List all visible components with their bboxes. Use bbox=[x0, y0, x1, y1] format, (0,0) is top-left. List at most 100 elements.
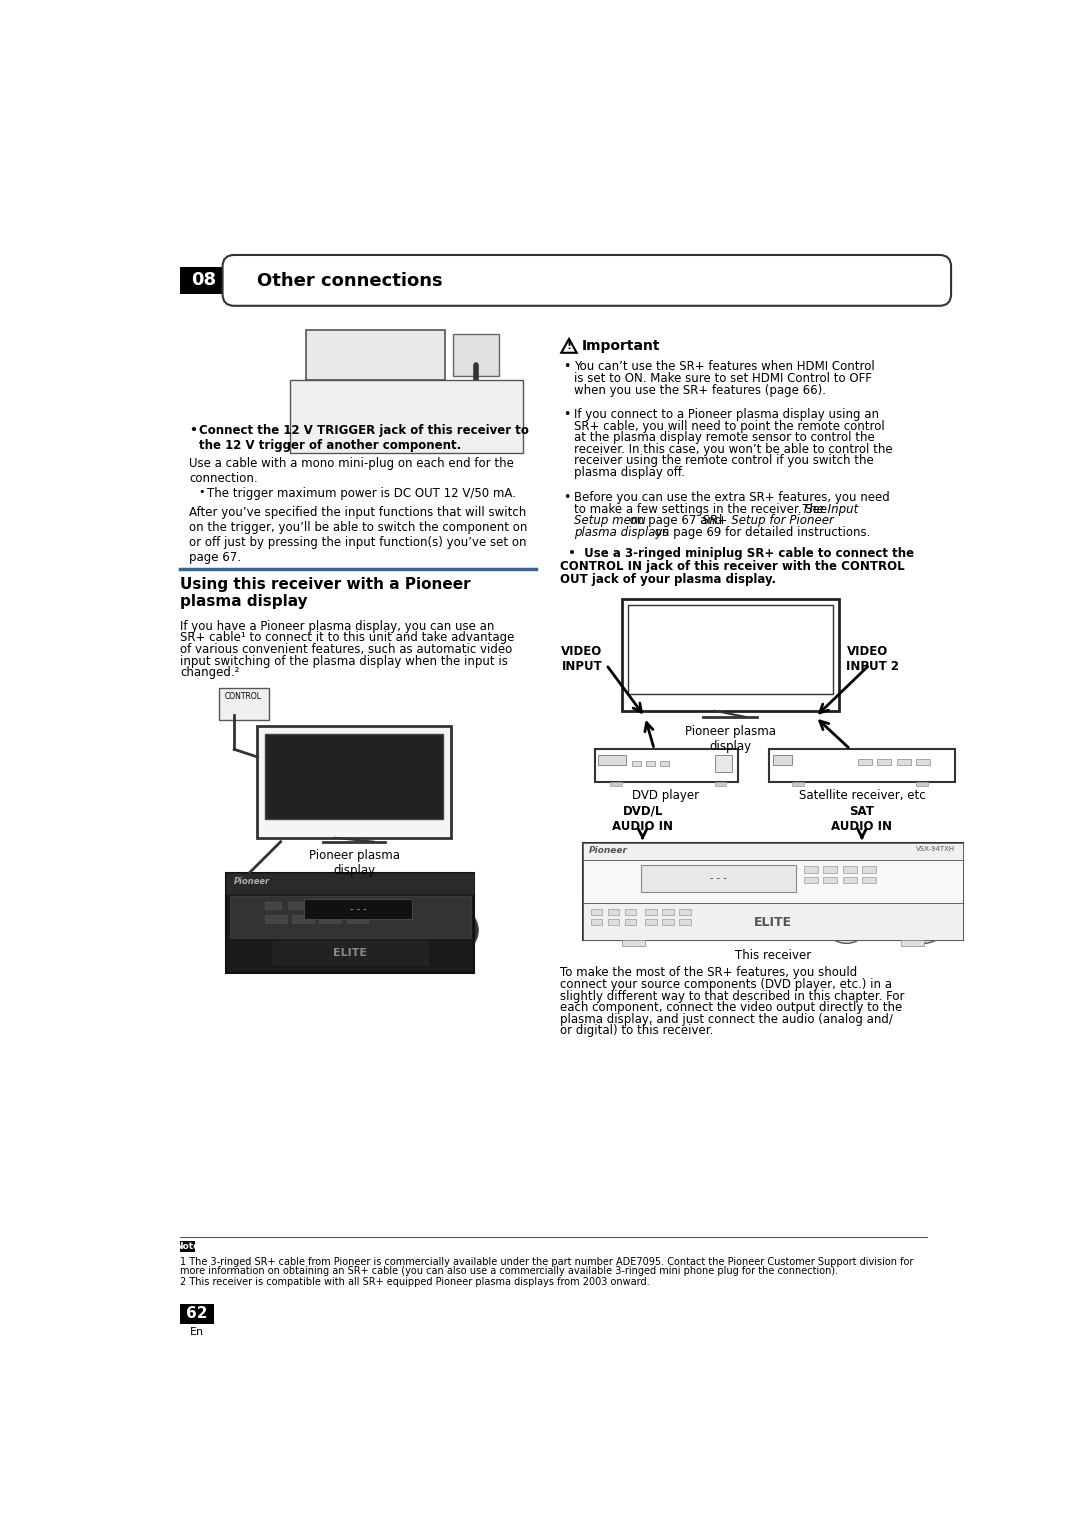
Circle shape bbox=[325, 411, 333, 419]
Bar bbox=[266, 733, 444, 819]
Text: SR+ cable, you will need to point the remote control: SR+ cable, you will need to point the re… bbox=[573, 420, 885, 432]
Bar bbox=[804, 866, 818, 872]
Circle shape bbox=[374, 406, 389, 422]
Text: The trigger maximum power is DC OUT 12 V/50 mA.: The trigger maximum power is DC OUT 12 V… bbox=[207, 487, 516, 500]
Bar bbox=[622, 940, 645, 946]
Circle shape bbox=[351, 432, 359, 440]
Bar bbox=[180, 1241, 195, 1251]
Text: Note: Note bbox=[176, 1242, 200, 1251]
Circle shape bbox=[378, 348, 392, 362]
Circle shape bbox=[360, 338, 366, 344]
Bar bbox=[230, 895, 471, 938]
Text: VSX-94TXH: VSX-94TXH bbox=[916, 847, 956, 853]
Circle shape bbox=[321, 428, 337, 443]
Circle shape bbox=[298, 411, 307, 419]
Bar bbox=[610, 782, 622, 785]
Text: •: • bbox=[564, 361, 571, 373]
Bar bbox=[859, 758, 872, 764]
Circle shape bbox=[593, 865, 627, 898]
Bar bbox=[662, 909, 674, 915]
Text: when you use the SR+ features (page 66).: when you use the SR+ features (page 66). bbox=[573, 384, 825, 397]
Circle shape bbox=[321, 385, 337, 400]
Bar bbox=[823, 866, 837, 872]
Bar bbox=[595, 749, 738, 782]
Circle shape bbox=[312, 348, 326, 362]
Circle shape bbox=[924, 876, 939, 889]
Circle shape bbox=[453, 385, 469, 400]
Circle shape bbox=[334, 364, 348, 377]
Bar bbox=[862, 866, 876, 872]
Text: •: • bbox=[564, 492, 571, 504]
Text: Setup menu: Setup menu bbox=[573, 515, 646, 527]
Circle shape bbox=[463, 341, 488, 365]
Circle shape bbox=[338, 368, 345, 374]
Text: slightly different way to that described in this chapter. For: slightly different way to that described… bbox=[559, 990, 904, 1002]
Bar bbox=[608, 918, 619, 924]
Text: - - -: - - - bbox=[350, 903, 366, 914]
Bar bbox=[632, 761, 642, 766]
Circle shape bbox=[441, 917, 469, 944]
Circle shape bbox=[295, 385, 310, 400]
Circle shape bbox=[453, 406, 469, 422]
Circle shape bbox=[298, 432, 307, 440]
Circle shape bbox=[228, 903, 256, 931]
Bar bbox=[266, 902, 281, 909]
Text: DVD/L
AUDIO IN: DVD/L AUDIO IN bbox=[612, 805, 673, 833]
Circle shape bbox=[316, 353, 323, 359]
Text: SAT
AUDIO IN: SAT AUDIO IN bbox=[832, 805, 892, 833]
Circle shape bbox=[374, 428, 389, 443]
Bar bbox=[769, 749, 955, 782]
Circle shape bbox=[381, 353, 388, 359]
Circle shape bbox=[469, 345, 483, 359]
Text: SR+ cable¹ to connect it to this unit and take advantage: SR+ cable¹ to connect it to this unit an… bbox=[180, 631, 514, 645]
Text: plasma displays: plasma displays bbox=[573, 526, 669, 539]
Text: After you’ve specified the input functions that will switch
on the trigger, you’: After you’ve specified the input functio… bbox=[189, 506, 528, 564]
Circle shape bbox=[901, 897, 947, 943]
Bar bbox=[715, 755, 732, 773]
Bar bbox=[381, 902, 397, 909]
Bar bbox=[804, 877, 818, 883]
Bar bbox=[591, 909, 603, 915]
Bar bbox=[608, 909, 619, 915]
Circle shape bbox=[356, 333, 369, 347]
Bar bbox=[583, 843, 962, 940]
Circle shape bbox=[356, 364, 369, 377]
Circle shape bbox=[351, 390, 359, 397]
Circle shape bbox=[295, 428, 310, 443]
Bar bbox=[273, 941, 428, 964]
Text: CONTROL IN jack of this receiver with the CONTROL: CONTROL IN jack of this receiver with th… bbox=[559, 559, 904, 573]
Text: If you connect to a Pioneer plasma display using an: If you connect to a Pioneer plasma displ… bbox=[573, 408, 879, 422]
Bar bbox=[257, 726, 451, 837]
Circle shape bbox=[334, 333, 348, 347]
Bar bbox=[218, 688, 269, 720]
Bar bbox=[180, 1303, 214, 1323]
Circle shape bbox=[325, 432, 333, 440]
Circle shape bbox=[400, 348, 414, 362]
Text: Before you can use the extra SR+ features, you need: Before you can use the extra SR+ feature… bbox=[573, 492, 890, 504]
Text: on page 69 for detailed instructions.: on page 69 for detailed instructions. bbox=[651, 526, 870, 539]
Circle shape bbox=[823, 897, 869, 943]
Circle shape bbox=[403, 368, 409, 374]
Circle shape bbox=[400, 364, 414, 377]
Text: En: En bbox=[190, 1326, 204, 1337]
Bar bbox=[916, 758, 930, 764]
Circle shape bbox=[453, 428, 469, 443]
Bar bbox=[877, 758, 891, 764]
Text: changed.²: changed.² bbox=[180, 666, 240, 678]
Polygon shape bbox=[562, 339, 577, 353]
Bar bbox=[679, 918, 691, 924]
Circle shape bbox=[814, 758, 824, 767]
Circle shape bbox=[228, 703, 241, 715]
Text: OUT jack of your plasma display.: OUT jack of your plasma display. bbox=[559, 573, 775, 585]
Circle shape bbox=[298, 390, 307, 397]
Bar bbox=[583, 903, 962, 940]
Bar bbox=[591, 918, 603, 924]
Circle shape bbox=[483, 390, 490, 397]
Text: to make a few settings in the receiver. See: to make a few settings in the receiver. … bbox=[573, 503, 831, 516]
Text: or digital) to this receiver.: or digital) to this receiver. bbox=[559, 1024, 713, 1038]
Circle shape bbox=[378, 432, 386, 440]
Circle shape bbox=[929, 755, 950, 778]
Circle shape bbox=[427, 385, 442, 400]
Text: 1 The 3-ringed SR+ cable from Pioneer is commercially available under the part n: 1 The 3-ringed SR+ cable from Pioneer is… bbox=[180, 1256, 914, 1267]
Bar bbox=[288, 902, 303, 909]
